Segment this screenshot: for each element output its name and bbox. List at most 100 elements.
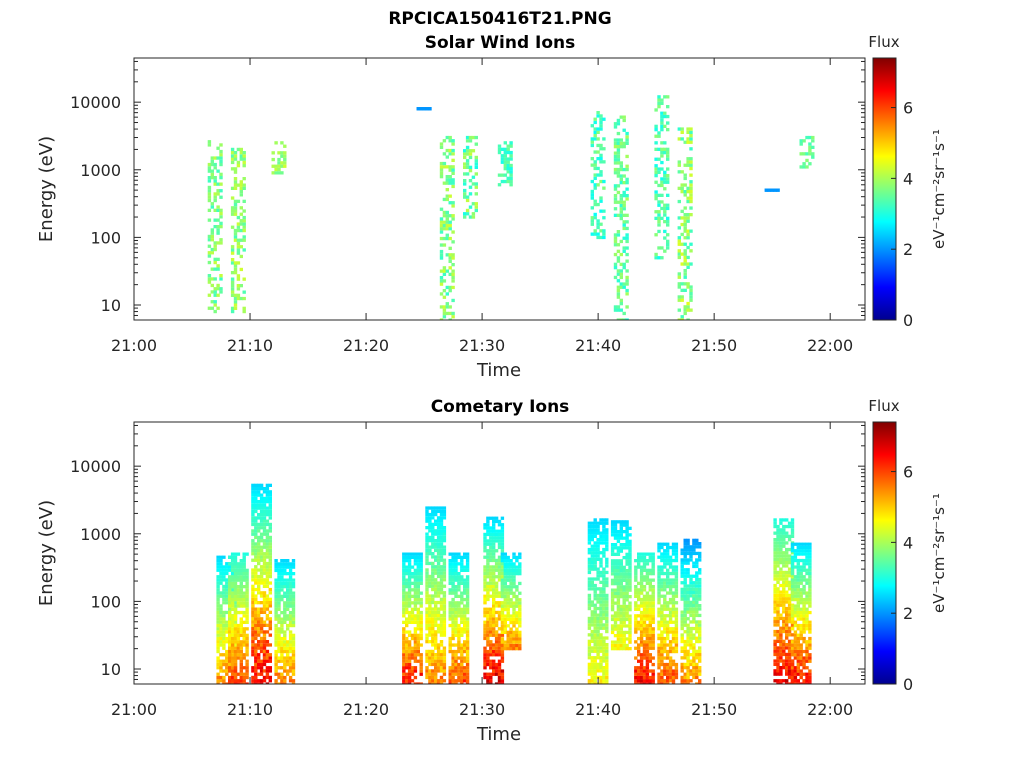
heatmap-cell: [402, 594, 406, 598]
heatmap-cell: [442, 509, 447, 513]
heatmap-cell: [465, 643, 470, 647]
heatmap-cell: [683, 176, 687, 181]
heatmap-cell: [222, 646, 226, 650]
heatmap-cell: [683, 259, 687, 263]
heatmap-cell: [671, 669, 676, 673]
heatmap-cell: [686, 548, 690, 552]
heatmap-cell: [431, 539, 435, 543]
heatmap-cell: [605, 531, 609, 535]
heatmap-cell: [239, 572, 243, 576]
y-tick-label: 10000: [70, 93, 121, 112]
heatmap-cell: [596, 623, 600, 627]
heatmap-cell: [686, 672, 690, 676]
heatmap-cell: [274, 643, 278, 647]
heatmap-cell: [639, 568, 644, 572]
heatmap-cell: [291, 604, 296, 608]
heatmap-cell: [787, 682, 792, 684]
heatmap-cell: [596, 222, 600, 226]
heatmap-cell: [660, 646, 664, 650]
heatmap-cell: [668, 597, 673, 602]
heatmap-cell: [651, 627, 655, 631]
heatmap-cell: [257, 513, 261, 517]
heatmap-cell: [793, 542, 798, 546]
heatmap-cell: [695, 675, 699, 680]
heatmap-cell: [239, 565, 243, 569]
heatmap-cell: [242, 597, 246, 602]
heatmap-cell: [448, 256, 452, 260]
heatmap-cell: [425, 669, 429, 673]
heatmap-cell: [587, 600, 592, 604]
heatmap-cell: [492, 539, 496, 543]
heatmap-cell: [251, 601, 255, 605]
heatmap-cell: [465, 623, 470, 628]
heatmap-cell: [402, 662, 406, 667]
heatmap-cell: [439, 613, 444, 618]
heatmap-cell: [436, 656, 441, 660]
heatmap-cell: [666, 601, 670, 605]
heatmap-cell: [625, 236, 629, 240]
heatmap-cell: [431, 522, 435, 526]
heatmap-cell: [288, 623, 293, 628]
heatmap-cell: [213, 309, 217, 314]
heatmap-cell: [689, 206, 693, 210]
heatmap-cell: [283, 640, 287, 644]
heatmap-cell: [236, 248, 241, 252]
heatmap-cell: [431, 535, 435, 540]
heatmap-cell: [442, 181, 447, 185]
heatmap-cell: [428, 633, 432, 637]
heatmap-cell: [593, 587, 597, 591]
heatmap-cell: [425, 653, 429, 657]
heatmap-cell: [268, 679, 272, 683]
heatmap-cell: [695, 581, 699, 585]
heatmap-cell: [489, 607, 493, 611]
heatmap-cell: [425, 581, 429, 585]
heatmap-cell: [785, 659, 789, 663]
heatmap-cell: [445, 305, 449, 309]
heatmap-cell: [622, 624, 626, 628]
heatmap-cell: [663, 203, 667, 207]
heatmap-cell: [686, 127, 690, 131]
heatmap-cell: [492, 630, 496, 634]
heatmap-cell: [648, 633, 652, 637]
heatmap-cell: [268, 653, 272, 657]
heatmap-cell: [686, 160, 690, 164]
heatmap-cell: [222, 682, 226, 684]
heatmap-cell: [599, 600, 603, 604]
heatmap-cell: [616, 614, 621, 618]
heatmap-cell: [776, 682, 780, 684]
heatmap-cell: [413, 617, 418, 621]
heatmap-cell: [213, 267, 217, 271]
heatmap-cell: [489, 646, 493, 650]
heatmap-cell: [593, 534, 597, 538]
heatmap-cell: [434, 539, 438, 543]
heatmap-cell: [599, 590, 603, 594]
heatmap-cell: [596, 570, 600, 575]
heatmap-cell: [622, 520, 626, 524]
heatmap-cell: [413, 607, 418, 611]
heatmap-cell: [254, 601, 258, 605]
heatmap-cell: [280, 575, 284, 579]
heatmap-cell: [405, 585, 409, 589]
heatmap-cell: [657, 610, 661, 615]
heatmap-cell: [686, 545, 690, 549]
heatmap-cell: [590, 140, 594, 144]
heatmap-cell: [671, 542, 676, 546]
heatmap-cell: [645, 601, 650, 605]
heatmap-cell: [216, 562, 220, 566]
heatmap-cell: [274, 562, 278, 566]
heatmap-cell: [790, 623, 795, 627]
heatmap-cell: [785, 646, 789, 650]
heatmap-cell: [277, 565, 281, 569]
heatmap-cell: [225, 627, 229, 631]
heatmap-cell: [506, 611, 510, 615]
heatmap-cell: [245, 640, 249, 644]
heatmap-cell: [787, 656, 792, 660]
heatmap-cell: [254, 614, 258, 618]
heatmap-cell: [288, 630, 293, 634]
heatmap-cell: [692, 666, 696, 670]
heatmap-cell: [291, 669, 296, 673]
heatmap-cell: [497, 610, 502, 615]
heatmap-cell: [613, 640, 618, 644]
heatmap-cell: [616, 588, 621, 592]
heatmap-cell: [692, 672, 696, 676]
